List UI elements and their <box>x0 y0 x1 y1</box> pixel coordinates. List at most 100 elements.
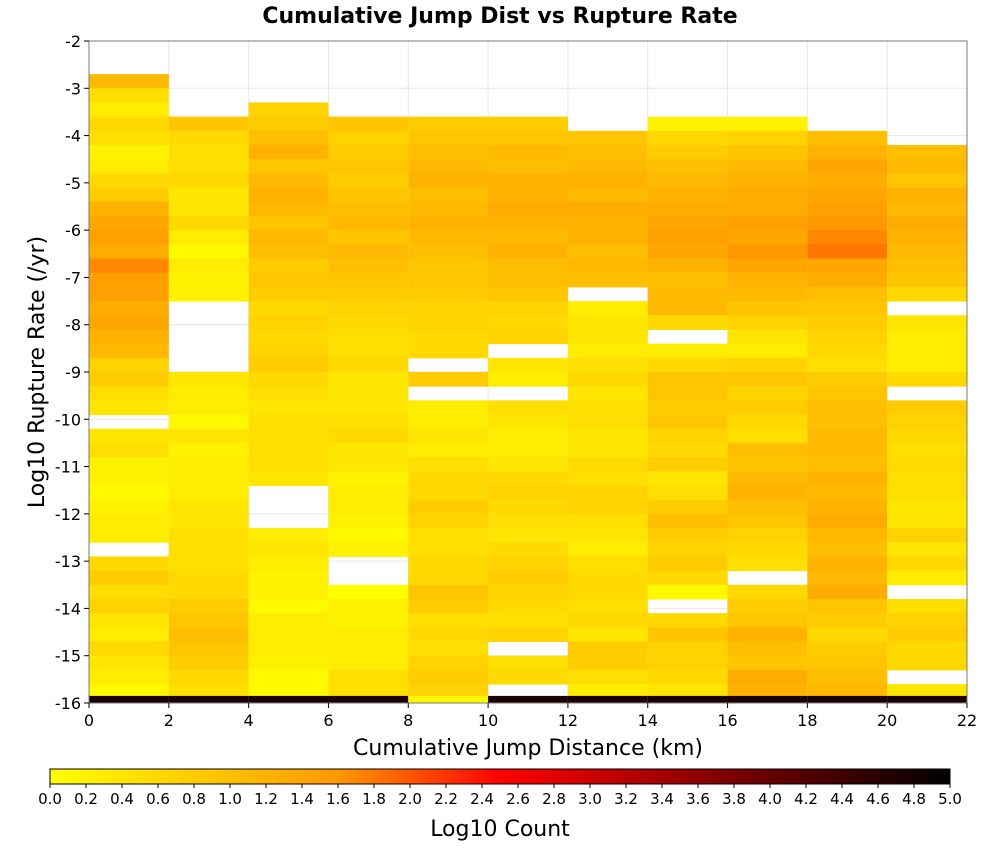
colorbar-tick-label: 3.8 <box>722 790 746 808</box>
heatmap-cell <box>89 215 169 231</box>
heatmap-cell <box>168 584 249 600</box>
heatmap-cell <box>328 286 409 302</box>
y-tick-label: -5 <box>65 174 81 193</box>
heatmap-cell <box>89 655 169 671</box>
heatmap-cell <box>727 627 808 643</box>
heatmap-cell <box>408 215 489 231</box>
heatmap-cell <box>408 684 489 697</box>
heatmap-cell <box>647 556 728 572</box>
heatmap-cell <box>647 116 728 132</box>
heatmap-cell <box>567 695 648 703</box>
heatmap-cell <box>168 542 249 557</box>
x-tick-label: 6 <box>323 711 333 730</box>
heatmap-cell <box>567 145 648 160</box>
heatmap-cell <box>488 695 568 703</box>
heatmap-cell <box>328 130 409 146</box>
heatmap-cell <box>727 513 808 529</box>
heatmap-cell <box>328 428 409 444</box>
heatmap-cell <box>887 627 967 643</box>
heatmap-cell <box>567 428 648 444</box>
heatmap-cell <box>567 372 648 387</box>
heatmap-cell <box>887 258 967 274</box>
heatmap-cell <box>647 357 728 373</box>
heatmap-cell <box>248 357 329 373</box>
heatmap-cell <box>488 528 568 543</box>
heatmap-cell <box>168 414 249 430</box>
heatmap-cell <box>408 485 489 501</box>
heatmap-cell <box>328 173 409 189</box>
heatmap-cell <box>89 173 169 189</box>
colorbar <box>49 768 951 785</box>
heatmap-cell <box>887 343 967 359</box>
heatmap-cell <box>807 485 888 501</box>
heatmap-cell <box>408 372 489 387</box>
heatmap-cell <box>168 272 249 288</box>
colorbar-tick-label: 5.0 <box>938 790 962 808</box>
heatmap-cell <box>168 513 249 529</box>
heatmap-cell <box>89 485 169 501</box>
heatmap-cell <box>887 159 967 174</box>
heatmap-cell <box>567 414 648 430</box>
y-tick-label: -13 <box>55 552 81 571</box>
heatmap-cell <box>727 116 808 132</box>
heatmap-cell <box>248 669 329 685</box>
heatmap-cell <box>727 130 808 146</box>
heatmap-cell <box>807 613 888 628</box>
heatmap-cell <box>168 457 249 472</box>
heatmap-cell <box>807 215 888 231</box>
heatmap-cell <box>567 329 648 345</box>
heatmap-cell <box>328 343 409 359</box>
heatmap-cell <box>647 272 728 288</box>
heatmap-cell <box>89 301 169 316</box>
heatmap-cell <box>328 230 409 245</box>
heatmap-cell <box>567 499 648 515</box>
heatmap-cell <box>488 301 568 316</box>
heatmap-cell <box>328 301 409 316</box>
heatmap-cell <box>488 329 568 345</box>
heatmap-cell <box>887 372 967 387</box>
heatmap-cell <box>89 372 169 387</box>
heatmap-cell <box>567 173 648 189</box>
heatmap-cell <box>248 145 329 160</box>
heatmap-cell <box>567 215 648 231</box>
heatmap-cell <box>89 386 169 401</box>
heatmap-cell <box>887 428 967 444</box>
heatmap-cell <box>248 315 329 330</box>
heatmap-cell <box>89 286 169 302</box>
colorbar-tick-label: 2.4 <box>470 790 494 808</box>
x-tick-label: 20 <box>877 711 897 730</box>
heatmap-cell <box>488 400 568 416</box>
heatmap-cell <box>567 130 648 146</box>
colorbar-tick-label: 1.4 <box>290 790 314 808</box>
heatmap-cell <box>727 655 808 671</box>
heatmap-cell <box>89 695 169 703</box>
heatmap-cell <box>567 442 648 458</box>
heatmap-cell <box>408 414 489 430</box>
heatmap-cell <box>248 102 329 118</box>
heatmap-cell <box>488 230 568 245</box>
heatmap-cell <box>887 442 967 458</box>
heatmap-cell <box>727 145 808 160</box>
heatmap-cell <box>89 428 169 444</box>
heatmap-cell <box>887 315 967 330</box>
heatmap-cell <box>807 641 888 657</box>
heatmap-cell <box>408 499 489 515</box>
heatmap-cell <box>168 684 249 697</box>
heatmap-cell <box>488 598 568 614</box>
heatmap-cell <box>887 641 967 657</box>
x-tick-label: 22 <box>957 711 977 730</box>
colorbar-tick-label: 2.6 <box>506 790 530 808</box>
heatmap-cell <box>807 513 888 529</box>
y-tick-label: -3 <box>65 79 81 98</box>
heatmap-cell <box>807 315 888 330</box>
heatmap-cell <box>567 655 648 671</box>
heatmap-cell <box>89 598 169 614</box>
heatmap-cell <box>807 130 888 146</box>
heatmap-cell <box>488 485 568 501</box>
heatmap-cell <box>807 272 888 288</box>
heatmap-cell <box>408 116 489 132</box>
heatmap-cell <box>727 695 808 703</box>
heatmap-cell <box>168 230 249 245</box>
heatmap-cell <box>328 695 409 703</box>
heatmap-cell <box>408 598 489 614</box>
